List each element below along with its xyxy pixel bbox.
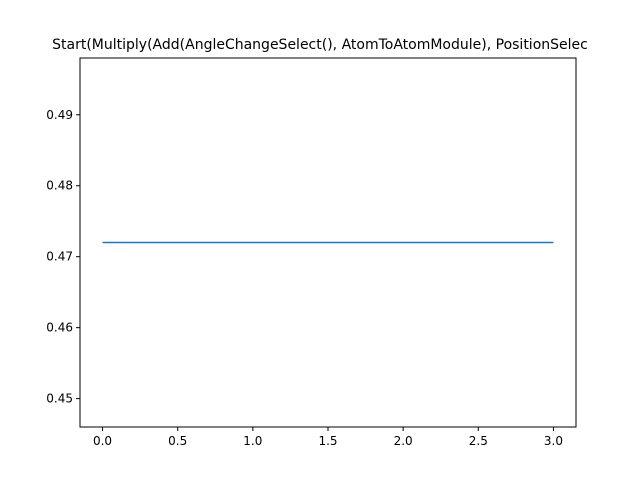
y-tick-label: 0.45 xyxy=(46,392,73,406)
y-tick-label: 0.49 xyxy=(46,108,73,122)
x-tick-label: 2.0 xyxy=(394,434,413,448)
y-tick-label: 0.47 xyxy=(46,250,73,264)
x-tick-label: 0.5 xyxy=(168,434,187,448)
x-tick-label: 0.0 xyxy=(93,434,112,448)
y-axis: 0.45 0.46 0.47 0.48 0.49 xyxy=(46,108,80,406)
x-tick-label: 1.0 xyxy=(243,434,262,448)
x-tick-label: 3.0 xyxy=(544,434,563,448)
plot-area-frame xyxy=(79,57,577,428)
x-tick-label: 1.5 xyxy=(318,434,337,448)
x-tick-label: 2.5 xyxy=(469,434,488,448)
y-tick-label: 0.46 xyxy=(46,321,73,335)
x-axis: 0.0 0.5 1.0 1.5 2.0 2.5 3.0 xyxy=(93,427,563,448)
chart-title: Start(Multiply(Add(AngleChangeSelect(), … xyxy=(52,37,588,53)
y-tick-label: 0.48 xyxy=(46,179,73,193)
